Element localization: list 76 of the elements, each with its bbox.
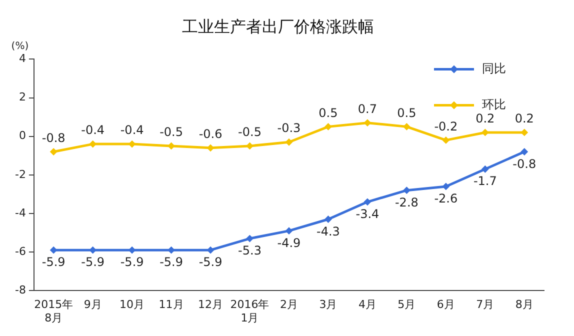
data-label: -5.9	[81, 255, 105, 270]
point	[324, 216, 332, 223]
data-label: -4.3	[316, 224, 340, 238]
point	[128, 246, 136, 254]
point	[128, 140, 136, 148]
point	[482, 128, 489, 136]
data-label: -0.4	[120, 123, 144, 138]
data-label: -1.7	[473, 174, 497, 188]
y-axis-title: (%)	[11, 40, 29, 52]
data-label: 0.5	[318, 106, 338, 120]
data-label: -3.4	[356, 207, 380, 222]
data-label: -5.3	[238, 244, 262, 258]
point	[246, 142, 254, 150]
data-label: -0.5	[160, 125, 183, 140]
x-tick-label: 12月	[198, 298, 224, 312]
y-tick-label: -4	[15, 206, 26, 220]
x-tick-label: 2016年 1月	[230, 298, 270, 324]
data-label: -4.9	[277, 236, 301, 250]
point	[403, 186, 410, 194]
point	[285, 227, 292, 234]
data-label: -0.3	[277, 121, 301, 136]
point	[403, 123, 410, 130]
point	[520, 128, 528, 136]
data-label: -2.8	[394, 195, 418, 210]
y-tick-label: -6	[15, 244, 26, 258]
data-label: -5.9	[42, 255, 66, 270]
point	[207, 144, 214, 152]
data-label: -0.5	[238, 125, 262, 140]
data-label: -2.6	[434, 192, 458, 206]
data-label: -0.8	[512, 156, 536, 171]
data-label: 0.2	[514, 112, 534, 126]
point	[246, 235, 254, 242]
data-label: -0.8	[42, 130, 66, 145]
chart-title: 工业生产者出厂价格涨跌幅	[182, 16, 374, 36]
data-label: 0.2	[476, 112, 495, 126]
point	[442, 182, 450, 190]
data-label: 0.7	[358, 102, 377, 116]
data-label: -5.9	[120, 255, 144, 270]
point	[482, 166, 489, 173]
x-tick-label: 8月	[515, 298, 534, 312]
y-tick-label: 2	[18, 90, 26, 104]
point	[324, 123, 332, 130]
x-tick-label: 10月	[120, 298, 145, 312]
data-label: -0.2	[434, 119, 458, 134]
x-tick-label: 11月	[158, 298, 184, 312]
legend-label: 环比	[482, 97, 506, 112]
point	[520, 148, 528, 156]
y-tick-label: -8	[15, 283, 26, 296]
x-tick-label: 4月	[358, 298, 376, 312]
data-label: 0.5	[397, 106, 416, 120]
point	[285, 138, 292, 146]
data-label: -0.4	[81, 123, 105, 138]
x-tick-label: 6月	[436, 298, 455, 312]
data-label: -5.9	[198, 255, 222, 270]
point	[168, 246, 175, 254]
legend-label: 同比	[482, 61, 506, 76]
y-tick-label: 0	[18, 129, 26, 142]
data-label: -5.9	[160, 255, 183, 270]
point	[50, 148, 58, 156]
point	[89, 246, 96, 254]
point	[364, 198, 371, 206]
data-label: -0.6	[198, 127, 222, 142]
x-tick-label: 2月	[280, 298, 298, 312]
point	[168, 142, 175, 150]
y-tick-label: -2	[15, 168, 26, 181]
x-tick-label: 7月	[476, 298, 494, 312]
y-tick-label: 4	[18, 52, 26, 66]
x-tick-label: 2015年 8月	[34, 298, 74, 324]
point	[50, 246, 58, 254]
x-tick-label: 3月	[319, 298, 338, 312]
x-tick-label: 5月	[398, 298, 416, 312]
x-tick-label: 9月	[84, 298, 102, 312]
point	[89, 140, 96, 148]
point	[207, 246, 214, 254]
point	[442, 136, 450, 144]
point	[364, 119, 371, 126]
